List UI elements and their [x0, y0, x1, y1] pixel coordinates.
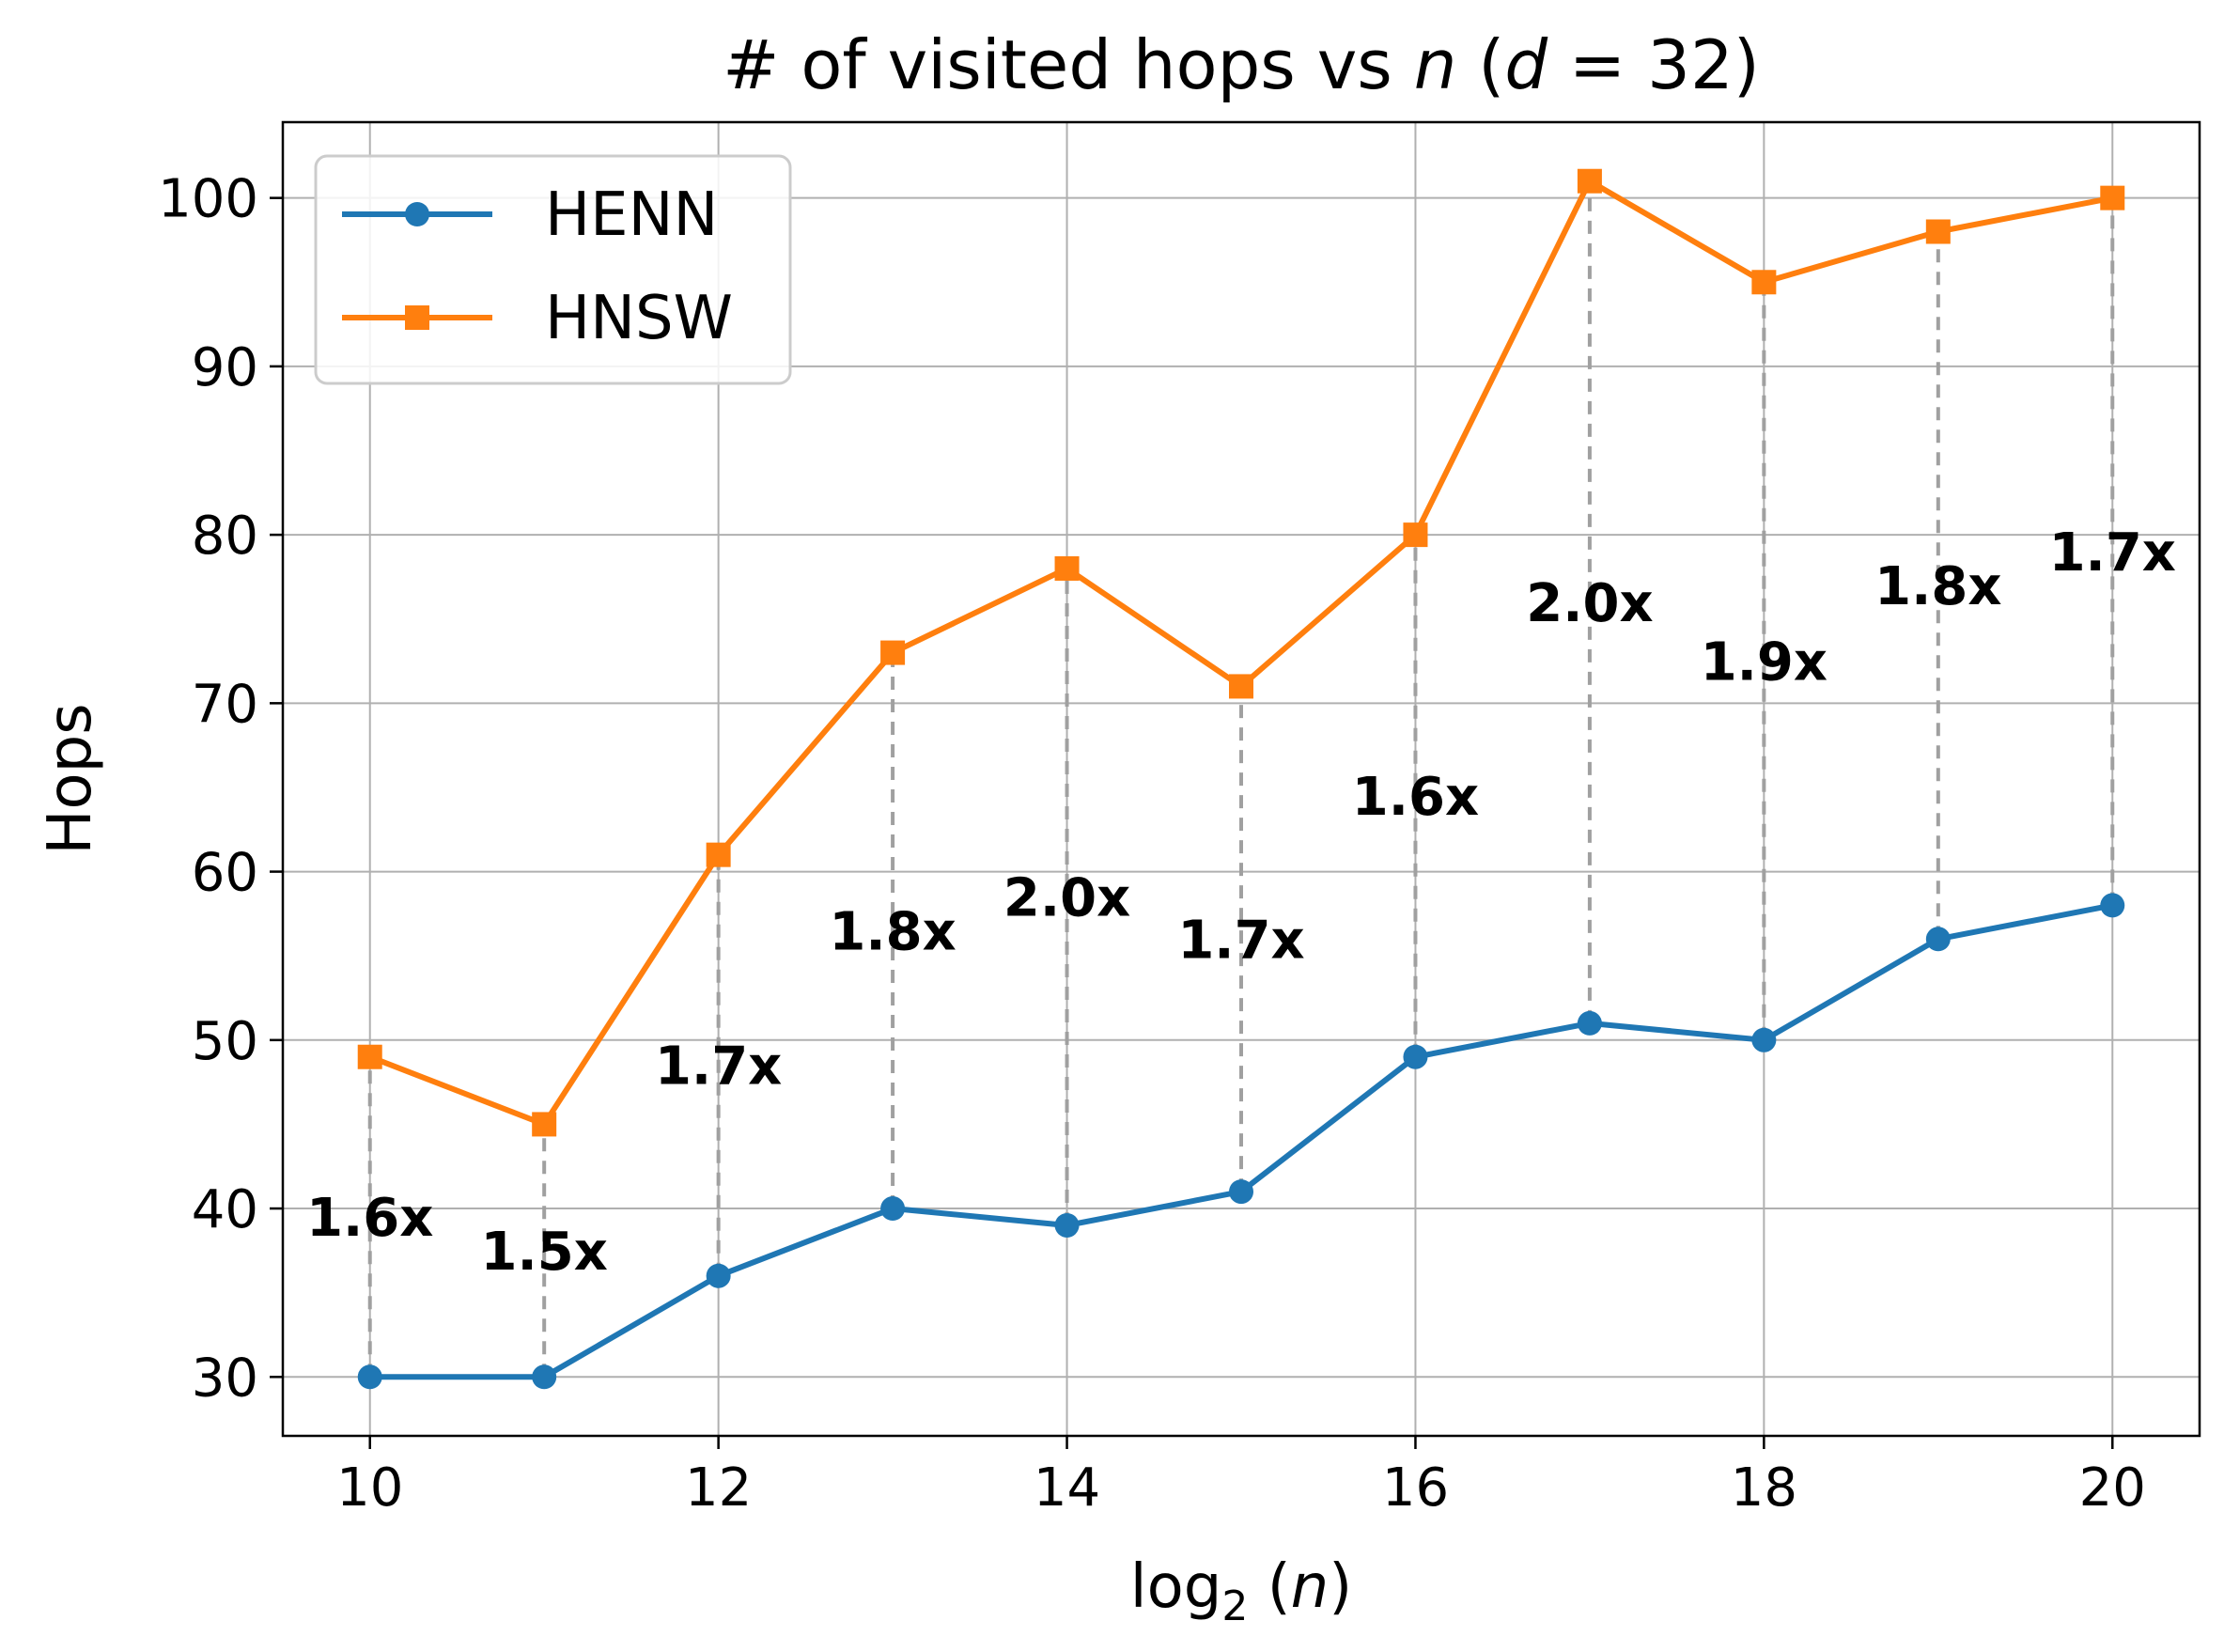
series-layer	[357, 168, 2125, 1390]
x-tick-label: 12	[685, 1457, 752, 1519]
ratio-label: 1.8x	[829, 901, 956, 962]
y-axis-label: Hops	[36, 703, 105, 854]
data-point	[1229, 1179, 1253, 1205]
data-point	[2100, 185, 2125, 210]
x-tick-label: 20	[2079, 1457, 2146, 1519]
data-point	[357, 1364, 382, 1390]
ratio-label: 2.0x	[1003, 867, 1130, 928]
data-point	[1054, 1212, 1080, 1238]
ratio-label: 1.6x	[1352, 767, 1479, 828]
y-tick-label: 90	[192, 337, 258, 398]
data-point	[1577, 1010, 1602, 1036]
ratio-connectors	[367, 180, 2115, 1378]
series-hnsw	[357, 168, 2125, 1137]
legend-henn-marker	[405, 202, 429, 226]
y-tick-label: 50	[192, 1011, 258, 1072]
ratio-label: 1.6x	[306, 1188, 433, 1249]
plot-frame	[281, 120, 2201, 1438]
data-point	[1751, 270, 1777, 295]
data-point	[706, 1263, 731, 1288]
legend-hnsw-label: HNSW	[545, 284, 733, 353]
y-tick-label: 80	[192, 506, 258, 567]
data-point	[880, 640, 906, 665]
series-henn	[357, 893, 2125, 1390]
x-tick-label: 18	[1731, 1457, 1797, 1519]
legend-hnsw-marker	[405, 305, 429, 330]
legend-henn-label: HENN	[545, 180, 718, 250]
data-point	[532, 1112, 557, 1137]
chart-title: # of visited hops vs n (d = 32)	[723, 25, 1760, 104]
data-point	[2100, 893, 2125, 918]
y-tick-label: 60	[192, 843, 258, 904]
x-axis-label: log2 (n)	[1130, 1552, 1352, 1630]
data-point	[1925, 927, 1951, 952]
ratio-label: 2.0x	[1526, 573, 1653, 634]
y-tick-label: 100	[158, 169, 258, 230]
data-point	[532, 1364, 557, 1390]
ratio-label: 1.7x	[655, 1036, 782, 1098]
y-tick-label: 40	[192, 1179, 258, 1240]
x-tick-label: 14	[1034, 1457, 1100, 1519]
data-point	[1054, 555, 1080, 581]
ratio-label: 1.8x	[1874, 556, 2001, 617]
data-point	[706, 842, 731, 867]
data-point	[1229, 674, 1253, 699]
data-point	[1577, 168, 1602, 194]
legend: HENN HNSW	[314, 154, 792, 385]
ratio-labels: 1.6x 1.5x 1.7x 1.8x 2.0x 1.7x 1.6x 2.0x 1.9x 1.8x…	[306, 522, 2176, 1283]
axis-ticks: 10 12 14 16 18 20 30 40 50 60 70 80 90 100	[158, 169, 2146, 1519]
ratio-label: 1.7x	[2049, 522, 2176, 584]
data-point	[357, 1044, 382, 1069]
data-point	[1403, 522, 1428, 548]
ratio-label: 1.5x	[481, 1222, 608, 1283]
x-tick-label: 16	[1382, 1457, 1449, 1519]
data-point	[880, 1196, 906, 1222]
data-point	[1403, 1044, 1428, 1069]
y-tick-label: 30	[192, 1348, 258, 1409]
data-point	[1925, 219, 1951, 244]
ratio-label: 1.7x	[1177, 910, 1304, 971]
x-tick-label: 10	[336, 1457, 403, 1519]
y-tick-label: 70	[192, 674, 258, 735]
ratio-label: 1.9x	[1701, 632, 1827, 694]
data-point	[1751, 1027, 1777, 1052]
